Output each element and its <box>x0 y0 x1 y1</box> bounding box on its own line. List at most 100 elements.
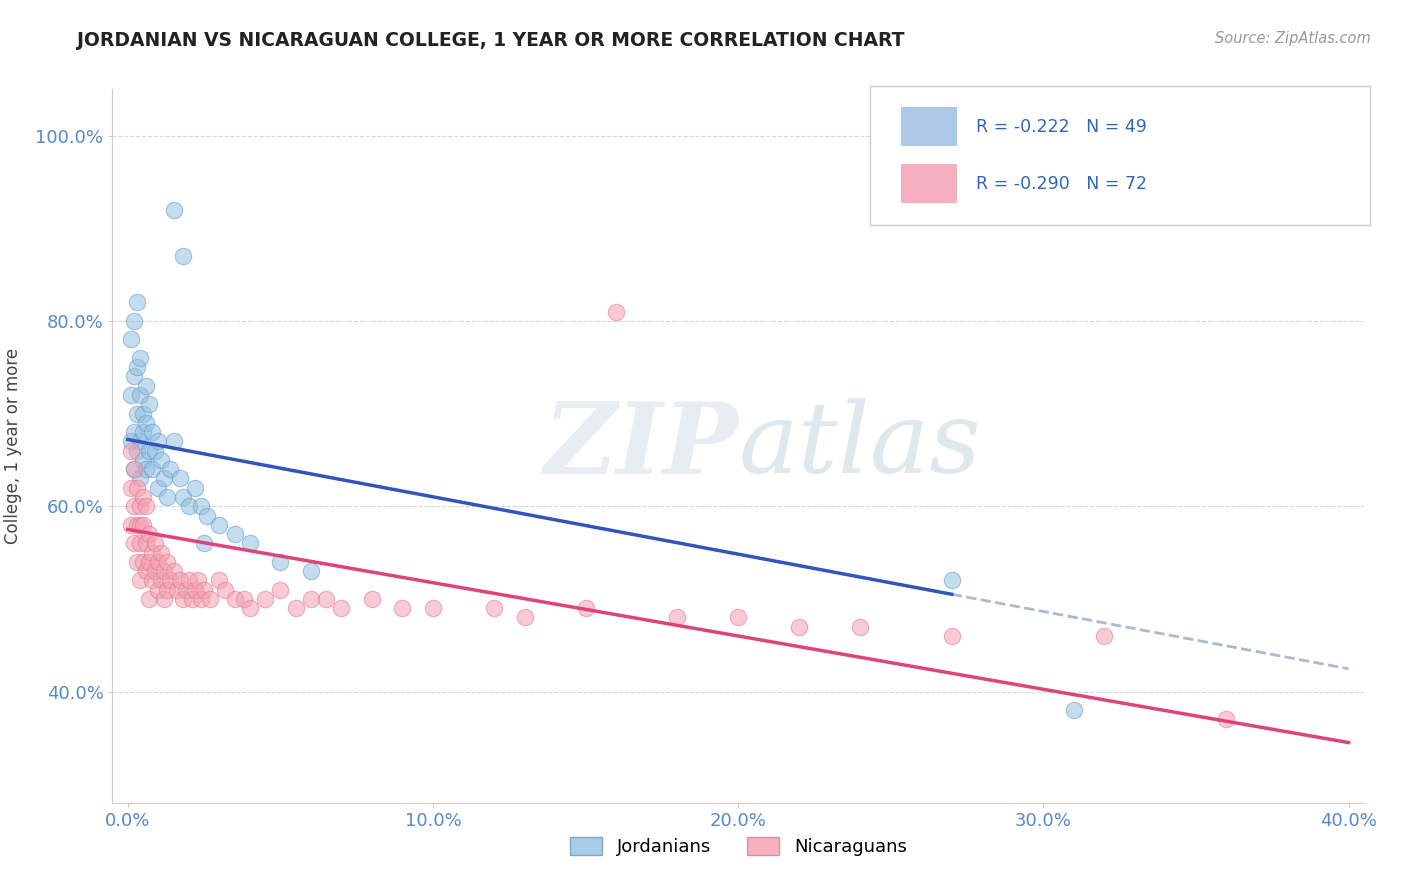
Point <box>122 536 145 550</box>
Point <box>666 610 689 624</box>
Point <box>125 517 148 532</box>
Text: atlas: atlas <box>738 399 981 493</box>
Point <box>132 555 155 569</box>
Point <box>141 462 163 476</box>
Point <box>122 369 145 384</box>
Text: ZIP: ZIP <box>543 398 738 494</box>
Point <box>605 304 627 318</box>
Point <box>141 545 163 559</box>
Point <box>169 471 191 485</box>
Point <box>190 591 212 606</box>
Point <box>125 407 148 421</box>
Point <box>269 582 291 597</box>
Point <box>138 591 160 606</box>
Point <box>125 295 148 310</box>
Point <box>129 574 152 588</box>
Point <box>482 601 505 615</box>
Text: R = -0.222   N = 49: R = -0.222 N = 49 <box>976 118 1147 136</box>
Text: JORDANIAN VS NICARAGUAN COLLEGE, 1 YEAR OR MORE CORRELATION CHART: JORDANIAN VS NICARAGUAN COLLEGE, 1 YEAR … <box>77 31 905 50</box>
Point <box>132 425 155 439</box>
Point <box>148 582 170 597</box>
Point <box>122 425 145 439</box>
Point <box>148 434 170 449</box>
Point <box>941 629 963 643</box>
Point <box>162 564 184 578</box>
Legend: Jordanians, Nicaraguans: Jordanians, Nicaraguans <box>561 828 915 865</box>
FancyBboxPatch shape <box>869 86 1369 225</box>
Point <box>184 582 207 597</box>
Point <box>172 249 194 263</box>
Point <box>330 601 353 615</box>
Point <box>193 536 215 550</box>
Point <box>162 202 184 217</box>
Point <box>150 574 173 588</box>
Point <box>135 462 157 476</box>
Point <box>141 574 163 588</box>
Point <box>150 545 173 559</box>
Point <box>138 443 160 458</box>
Point <box>125 443 148 458</box>
Point <box>184 481 207 495</box>
Point <box>391 601 413 615</box>
Point <box>224 527 246 541</box>
Point <box>214 582 236 597</box>
Point <box>190 500 212 514</box>
Point <box>1063 703 1085 717</box>
Point <box>172 591 194 606</box>
Point <box>125 555 148 569</box>
Point <box>138 555 160 569</box>
Point <box>120 333 142 347</box>
Point <box>122 314 145 328</box>
Point <box>208 517 231 532</box>
Point <box>129 536 152 550</box>
Point <box>284 601 307 615</box>
Point <box>138 527 160 541</box>
Point <box>129 388 152 402</box>
Point <box>120 481 142 495</box>
Point <box>138 397 160 411</box>
Point <box>153 591 176 606</box>
Point <box>299 591 322 606</box>
Point <box>177 500 200 514</box>
Point <box>141 425 163 439</box>
Point <box>254 591 277 606</box>
Point <box>177 574 200 588</box>
Point <box>187 574 209 588</box>
Point <box>269 555 291 569</box>
Point <box>125 360 148 375</box>
Point <box>513 610 536 624</box>
Point <box>122 462 145 476</box>
Point <box>224 591 246 606</box>
Point <box>153 564 176 578</box>
Point <box>174 582 197 597</box>
Point <box>135 564 157 578</box>
FancyBboxPatch shape <box>901 107 957 146</box>
Point <box>574 601 596 615</box>
Point <box>132 453 155 467</box>
Point <box>129 471 152 485</box>
Point <box>132 407 155 421</box>
Y-axis label: College, 1 year or more: College, 1 year or more <box>4 348 21 544</box>
Point <box>120 434 142 449</box>
Point <box>120 443 142 458</box>
Point <box>125 481 148 495</box>
Point <box>143 564 166 578</box>
Point <box>129 351 152 365</box>
Point <box>156 582 179 597</box>
Point <box>849 620 872 634</box>
Point <box>239 601 262 615</box>
Point <box>169 574 191 588</box>
Point <box>148 555 170 569</box>
Point <box>941 574 963 588</box>
Point <box>1215 712 1237 726</box>
Point <box>315 591 337 606</box>
Point <box>299 564 322 578</box>
Point <box>180 591 202 606</box>
Point <box>120 388 142 402</box>
Point <box>129 434 152 449</box>
Point <box>135 536 157 550</box>
Point <box>156 555 179 569</box>
FancyBboxPatch shape <box>901 164 957 203</box>
Text: Source: ZipAtlas.com: Source: ZipAtlas.com <box>1215 31 1371 46</box>
Point <box>232 591 254 606</box>
